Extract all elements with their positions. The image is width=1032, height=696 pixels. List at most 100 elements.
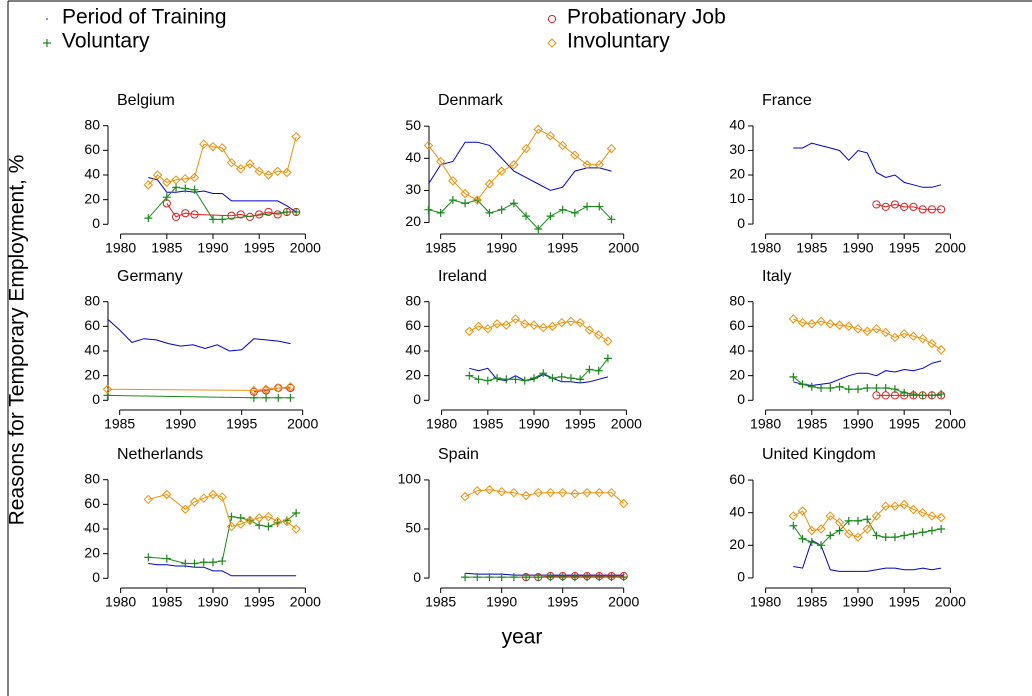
series-line	[469, 358, 609, 382]
marker-plus	[144, 214, 153, 223]
marker-diamond	[533, 487, 543, 498]
marker-diamond	[816, 316, 826, 327]
marker-diamond	[862, 326, 872, 336]
marker-diamond	[844, 529, 854, 539]
x-tick-label: 1990	[197, 594, 228, 610]
marker-plus	[844, 516, 853, 525]
marker-diamond	[594, 160, 604, 170]
marker-plus	[854, 385, 862, 394]
marker-circle	[881, 202, 890, 211]
marker-circle	[872, 200, 881, 209]
marker-diamond	[834, 320, 845, 330]
marker-diamond	[423, 140, 434, 151]
panel-title: Belgium	[117, 92, 175, 109]
marker-diamond	[917, 507, 928, 518]
x-tick-label: 2000	[935, 594, 966, 610]
x-tick-label: 1985	[796, 594, 827, 610]
x-tick-label: 1995	[889, 594, 920, 610]
marker-diamond	[282, 516, 292, 527]
marker-diamond	[881, 501, 891, 511]
marker-circle	[236, 210, 245, 219]
y-tick-label: 0	[413, 391, 421, 407]
x-tick-label: 1985	[796, 416, 827, 432]
marker-circle	[918, 205, 927, 214]
marker-diamond	[501, 320, 511, 330]
x-tick-label: 2000	[935, 240, 966, 256]
y-tick-label: 80	[84, 470, 100, 486]
marker-diamond	[226, 521, 237, 532]
x-tick-label: 1985	[425, 240, 456, 256]
marker-diamond	[217, 492, 227, 502]
x-tick-label: 1995	[244, 594, 275, 610]
x-tick-label: 2000	[290, 240, 321, 256]
marker-plus	[190, 559, 199, 568]
marker-plus	[181, 184, 190, 193]
x-tick-label: 2000	[287, 416, 318, 432]
marker-diamond	[245, 515, 255, 526]
marker-plus	[497, 573, 506, 582]
marker-plus	[209, 558, 217, 567]
marker-diamond	[496, 166, 507, 176]
marker-plus	[583, 573, 592, 582]
x-tick-label: 2000	[935, 416, 966, 432]
marker-plus	[172, 183, 181, 192]
x-tick-label: 2000	[611, 416, 642, 432]
marker-diamond	[162, 489, 172, 500]
y-tick-label: 40	[729, 342, 745, 358]
marker-plus	[474, 375, 483, 384]
marker-plus	[249, 393, 258, 402]
marker-plus	[282, 207, 291, 216]
marker-diamond	[483, 324, 493, 334]
x-tick-label: 1985	[796, 240, 827, 256]
y-tick-label: 40	[84, 166, 100, 182]
marker-diamond	[484, 485, 495, 495]
marker-diamond	[936, 512, 946, 523]
marker-plus	[461, 573, 470, 582]
series-line	[148, 177, 297, 213]
marker-plus	[557, 372, 566, 381]
y-tick-label: 20	[405, 213, 421, 229]
marker-plus	[292, 207, 301, 216]
marker-plus	[937, 525, 946, 533]
y-tick-label: 20	[405, 366, 421, 382]
marker-diamond	[797, 317, 808, 328]
series-line	[469, 318, 609, 342]
legend-label: Voluntary	[62, 30, 150, 53]
panel-title: United Kingdom	[762, 446, 876, 463]
x-tick-label: 1985	[104, 416, 135, 432]
x-tick-label: 1990	[165, 416, 196, 432]
marker-diamond	[473, 321, 484, 332]
x-tick-label: 1985	[151, 240, 182, 256]
marker-diamond	[102, 384, 113, 394]
marker-plus	[539, 369, 548, 378]
y-tick-label: 30	[729, 141, 745, 157]
marker-plus	[900, 531, 909, 540]
marker-diamond	[189, 172, 200, 183]
marker-plus	[835, 526, 844, 535]
x-tick-label: 2000	[608, 240, 639, 256]
y-tick-label: 80	[84, 116, 100, 132]
marker-diamond	[472, 195, 482, 205]
marker-plus	[576, 375, 585, 384]
marker-plus	[483, 376, 492, 385]
marker-diamond	[606, 487, 617, 498]
marker-plus	[511, 375, 520, 384]
x-tick-label: 1990	[486, 594, 517, 610]
marker-diamond	[143, 494, 154, 505]
marker-diamond	[236, 519, 246, 529]
panel-title: Netherlands	[117, 446, 203, 463]
y-tick-label: 0	[737, 391, 745, 407]
marker-diamond	[263, 511, 274, 522]
marker-diamond	[509, 487, 519, 498]
marker-plus	[286, 393, 295, 402]
marker-plus	[603, 354, 612, 363]
panel-title: France	[762, 92, 812, 109]
series-line	[793, 360, 942, 387]
marker-diamond	[217, 143, 227, 153]
y-tick-label: 20	[84, 366, 100, 382]
y-tick-label: 80	[84, 292, 100, 308]
series-line	[166, 203, 297, 218]
x-tick-label: 1985	[472, 416, 503, 432]
marker-diamond	[871, 511, 882, 521]
